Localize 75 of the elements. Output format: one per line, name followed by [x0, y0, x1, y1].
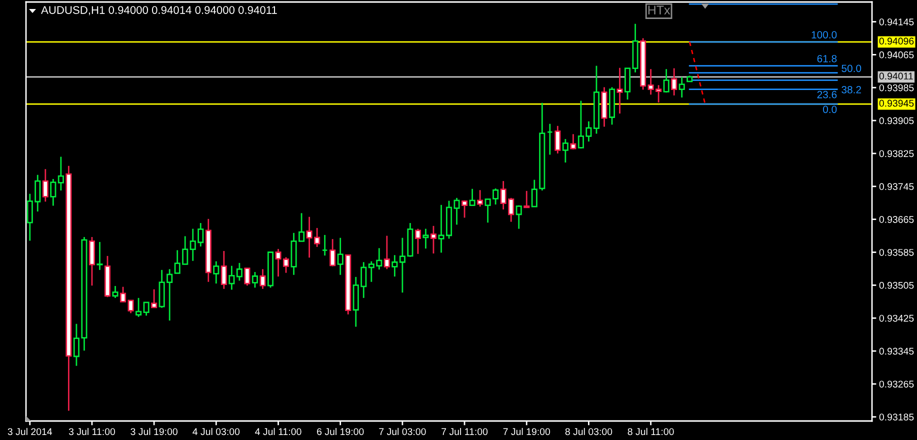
series-label: 38.2	[842, 86, 861, 94]
y-tick-label: 0.93985	[879, 84, 914, 92]
series-label: 100.0	[812, 31, 837, 38]
y-tick-label: 0.94065	[879, 51, 914, 58]
ref-line-label: 0.94011	[879, 72, 913, 80]
x-tick-label: 3 Jul 2014	[8, 428, 52, 436]
candlestick	[570, 133, 576, 150]
candlestick	[136, 297, 142, 318]
candlestick	[236, 262, 242, 282]
candlestick	[128, 300, 134, 314]
candlestick	[330, 238, 336, 267]
candlestick	[50, 178, 56, 206]
x-tick-label: 6 Jul 19:00	[317, 428, 364, 436]
candlestick	[422, 228, 429, 250]
candlestick	[671, 68, 678, 96]
candlestick	[228, 265, 235, 290]
y-tick-label: 0.93185	[879, 414, 914, 421]
candlestick	[220, 250, 227, 290]
chart-title: AUDUSD,H1 0.94000 0.94014 0.94000 0.94011	[41, 6, 277, 16]
candlestick	[663, 68, 670, 94]
candlestick	[88, 236, 95, 286]
x-tick-label: 3 Jul 11:00	[68, 428, 116, 436]
y-tick-label: 0.93585	[879, 248, 914, 256]
x-tick-label: 7 Jul 19:00	[503, 428, 550, 436]
candlestick	[42, 168, 48, 202]
x-tick-label: 7 Jul 11:00	[442, 428, 488, 436]
candlestick	[414, 228, 421, 255]
candlestick	[384, 235, 390, 270]
candlestick	[562, 138, 568, 164]
ref-line-label: 0.93945	[879, 100, 914, 107]
candlestick	[524, 190, 530, 208]
candlestick	[554, 125, 561, 154]
candlestick	[58, 156, 64, 192]
y-tick-label: 0.94145	[879, 18, 914, 26]
candlestick	[462, 200, 468, 218]
candlestick	[516, 204, 522, 230]
candlestick	[213, 260, 220, 284]
x-tick-label: 4 Jul 03:00	[192, 428, 240, 436]
y-tick-label: 0.93905	[879, 117, 914, 124]
y-tick-label: 0.93825	[879, 150, 914, 158]
candlestick	[252, 271, 258, 288]
candlestick	[322, 234, 328, 256]
x-tick-label: 8 Jul 03:00	[565, 428, 612, 436]
candlestick	[337, 237, 344, 276]
candlestick	[430, 225, 436, 254]
y-tick-label: 0.93425	[879, 314, 914, 322]
ref-line-label: 0.94096	[879, 38, 914, 45]
candlestick	[546, 123, 553, 156]
x-tick-label: 8 Jul 11:00	[628, 428, 674, 436]
candlestick	[120, 286, 126, 302]
series-label: 23.6	[817, 90, 837, 98]
candlestick	[616, 67, 623, 114]
x-tick-label: 7 Jul 03:00	[379, 428, 426, 436]
y-tick-label: 0.93665	[879, 216, 914, 223]
series-label: 50.0	[842, 64, 862, 72]
candlestick	[260, 268, 266, 290]
annotation: HTx	[648, 6, 670, 14]
candlestick	[112, 285, 118, 299]
y-tick-label: 0.93745	[879, 183, 914, 190]
y-tick-label: 0.93265	[879, 380, 914, 388]
candlestick	[477, 189, 484, 208]
candlestick	[143, 302, 150, 316]
x-tick-label: 3 Jul 19:00	[130, 428, 178, 436]
series-label: 61.8	[817, 54, 837, 62]
candlestick	[244, 268, 250, 286]
series-label: 0.0	[823, 106, 837, 114]
x-tick-label: 4 Jul 11:00	[255, 428, 302, 436]
y-tick-label: 0.93345	[879, 348, 914, 355]
candlestick	[96, 241, 103, 271]
candlestick	[678, 76, 685, 98]
candlestick	[624, 68, 631, 100]
candlestick	[392, 254, 398, 278]
y-tick-label: 0.93505	[879, 282, 914, 289]
candlestick	[469, 188, 476, 206]
candlestick	[151, 288, 158, 308]
